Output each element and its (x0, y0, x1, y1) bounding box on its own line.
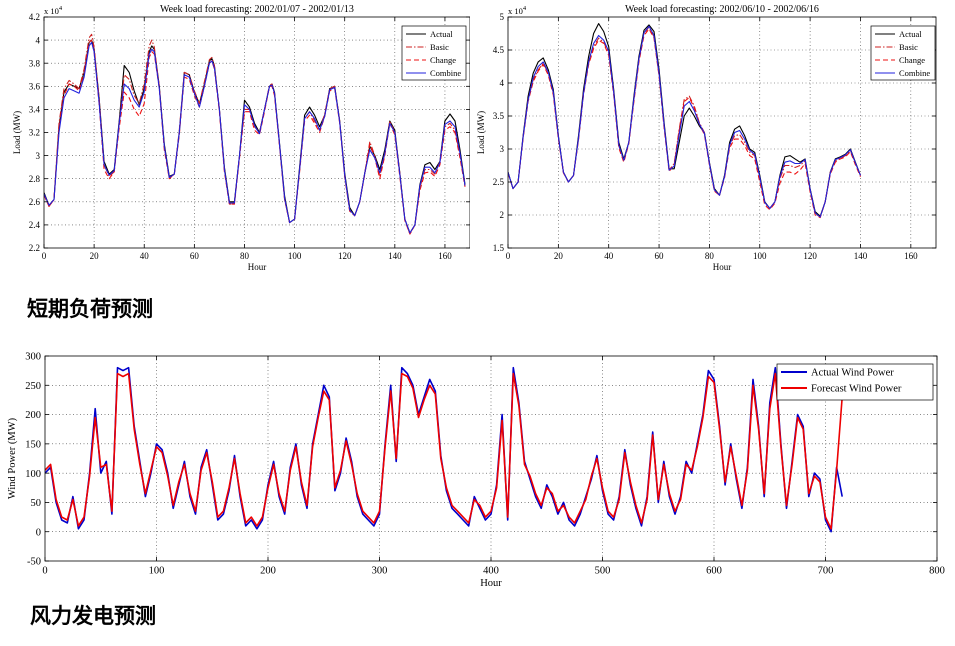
y-multiplier-label: x 104 (508, 5, 527, 16)
y-tick-label: 4 (36, 35, 41, 45)
y-tick-label: 100 (25, 469, 41, 480)
y-tick-label: 2.4 (29, 220, 41, 230)
x-tick-label: 160 (904, 251, 918, 261)
y-tick-label: 3.8 (29, 58, 41, 68)
x-tick-label: 160 (438, 251, 452, 261)
legend-label: Actual Wind Power (811, 368, 894, 379)
load-chart-june: 0 20 40 60 80 100 120 140 160 1.5 2 2.5 3 3.5 4 4.5 5 Wee… (476, 4, 937, 272)
chart-title: Week load forecasting: 2002/06/10 - 2002… (625, 4, 819, 15)
series-line-combine (44, 41, 466, 234)
y-axis-label: Load (MW) (476, 111, 486, 154)
series-group (45, 366, 843, 533)
x-tick-label: 140 (388, 251, 402, 261)
y-tick-label: 300 (25, 352, 41, 363)
y-axis-label: Wind Power (MW) (7, 417, 18, 499)
y-tick-label: 2.6 (29, 197, 41, 207)
load-chart-january: 0 20 40 60 80 100 120 140 160 2.2 2.4 2.6 2.8 3 3.2 3.4… (12, 4, 470, 272)
y-tick-label: -50 (27, 557, 41, 568)
series-line-combine (508, 25, 862, 218)
y-tick-label: 3 (500, 144, 505, 154)
y-tick-label: 1.5 (493, 243, 505, 253)
y-tick-label: 2.8 (29, 174, 41, 184)
x-tick-label: 600 (706, 566, 722, 577)
y-multiplier-label: x 104 (44, 5, 63, 16)
x-tick-label: 40 (140, 251, 150, 261)
series-line-actual (44, 39, 466, 234)
x-tick-label: 80 (705, 251, 715, 261)
y-tick-label: 150 (25, 440, 41, 451)
series-line-forecast-wind-power (45, 372, 843, 530)
x-tick-label: 100 (753, 251, 767, 261)
legend-label: Change (430, 55, 456, 65)
x-tick-label: 80 (240, 251, 250, 261)
x-tick-label: 700 (818, 566, 834, 577)
legend-box (776, 363, 934, 401)
y-tick-label: 3.5 (493, 111, 505, 121)
y-tick-label: 5 (500, 12, 505, 22)
x-tick-label: 800 (929, 566, 945, 577)
legend-label: Forecast Wind Power (811, 384, 902, 395)
x-tick-label: 20 (90, 251, 100, 261)
y-tick-label: 2.5 (493, 177, 505, 187)
y-tick-label: 3 (36, 151, 41, 161)
x-tick-label: 0 (42, 251, 47, 261)
x-tick-label: 300 (372, 566, 388, 577)
legend-box (401, 25, 467, 81)
x-tick-label: 100 (149, 566, 165, 577)
y-tick-label: 3.4 (29, 105, 41, 115)
section-label-wind: 风力发电预测 (30, 604, 156, 628)
x-axis-label: Hour (713, 262, 732, 272)
x-tick-label: 100 (288, 251, 302, 261)
x-tick-label: 0 (506, 251, 511, 261)
legend-label: Combine (899, 68, 930, 78)
x-axis-label: Hour (248, 262, 267, 272)
legend-label: Combine (430, 68, 461, 78)
y-tick-label: 3.6 (29, 81, 41, 91)
y-tick-label: 4.5 (493, 45, 505, 55)
x-tick-label: 120 (803, 251, 817, 261)
y-tick-label: 4.2 (29, 12, 40, 22)
x-axis-label: Hour (480, 578, 502, 589)
y-axis-label: Load (MW) (12, 111, 22, 154)
wind-power-chart: 0 100 200 300 400 500 600 700 800-50050100150200… (7, 352, 945, 589)
legend-label: Basic (430, 42, 449, 52)
y-tick-label: 3.2 (29, 128, 40, 138)
x-tick-label: 40 (604, 251, 614, 261)
y-tick-label: 4 (500, 78, 505, 88)
y-tick-label: 2 (500, 210, 505, 220)
series-group (44, 33, 466, 235)
x-tick-label: 400 (483, 566, 499, 577)
legend-box (870, 25, 936, 81)
legend-label: Basic (899, 42, 918, 52)
axes-box (507, 16, 937, 249)
y-tick-label: 200 (25, 410, 41, 421)
section-label-load: 短期负荷预测 (27, 297, 153, 321)
x-tick-label: 60 (655, 251, 665, 261)
legend-label: Actual (430, 29, 453, 39)
x-tick-label: 120 (338, 251, 352, 261)
x-tick-label: 140 (854, 251, 868, 261)
y-tick-label: 250 (25, 381, 41, 392)
series-group (508, 23, 862, 219)
y-tick-label: 50 (31, 498, 42, 509)
x-tick-label: 60 (190, 251, 200, 261)
y-tick-label: 0 (36, 527, 41, 538)
legend-label: Actual (899, 29, 922, 39)
legend-label: Change (899, 55, 925, 65)
x-tick-label: 500 (595, 566, 611, 577)
chart-title: Week load forecasting: 2002/01/07 - 2002… (160, 4, 354, 15)
x-tick-label: 0 (42, 566, 47, 577)
x-tick-label: 200 (260, 566, 276, 577)
y-tick-label: 2.2 (29, 243, 40, 253)
x-tick-label: 20 (554, 251, 564, 261)
